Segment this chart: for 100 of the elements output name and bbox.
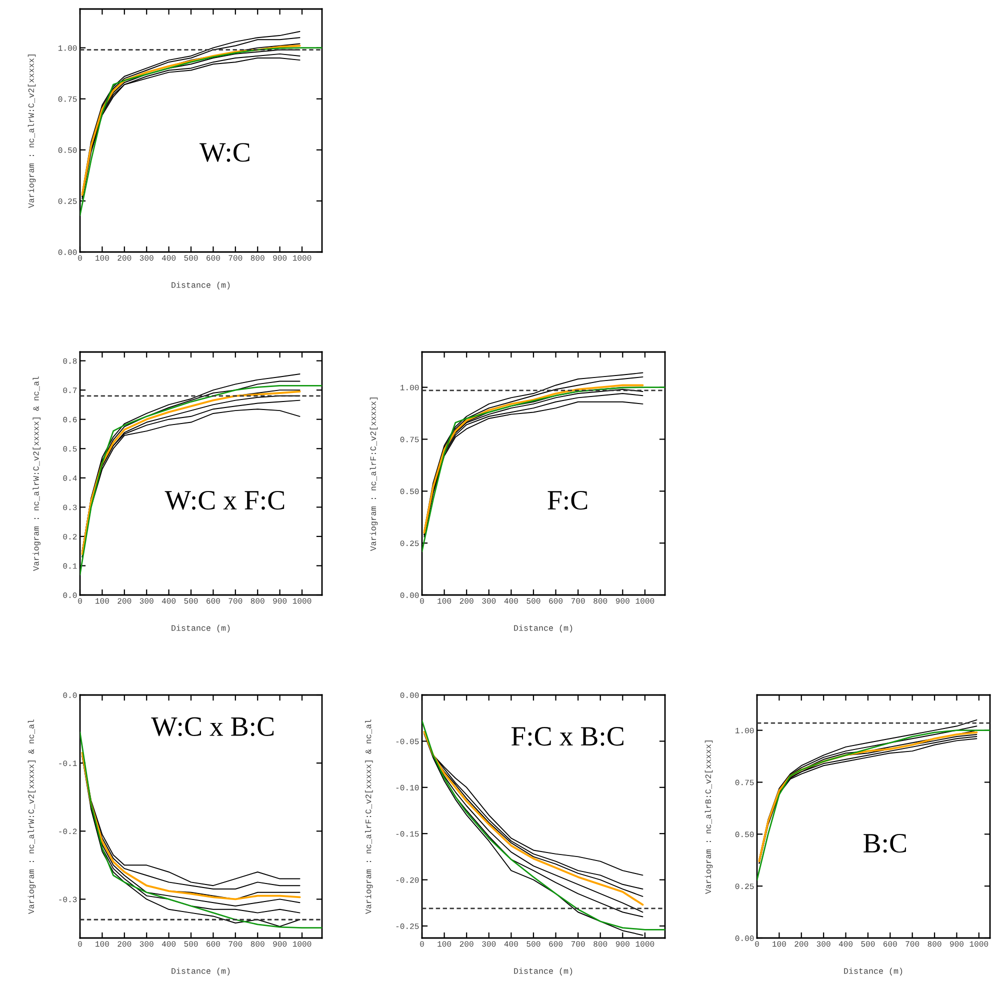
x-axis-title: Distance (m)	[514, 968, 572, 976]
x-tick-label: 600	[883, 941, 897, 947]
x-tick-label: 700	[906, 941, 920, 947]
x-tick-label: 100	[772, 941, 786, 947]
x-tick-label: 200	[460, 941, 474, 947]
x-tick-label: 400	[162, 941, 176, 947]
x-tick-label: 300	[482, 941, 496, 947]
annotation: F:C	[548, 490, 588, 510]
x-tick-label: 500	[526, 941, 540, 947]
y-tick-label: 0.75	[58, 96, 77, 102]
annotation: W:C x B:C	[151, 717, 274, 736]
y-tick-label: 1.00	[735, 728, 754, 734]
x-tick-label: 200	[794, 941, 808, 947]
y-tick-label: 1.00	[400, 384, 419, 390]
x-tick-label: 600	[549, 598, 563, 604]
x-tick-label: 300	[140, 598, 154, 604]
x-tick-label: 800	[928, 941, 942, 947]
y-tick-label: 0.6	[63, 416, 77, 422]
y-tick-label: 0.50	[735, 832, 754, 838]
x-axis-title: Distance (m)	[172, 624, 230, 632]
y-tick-label: 0.7	[63, 388, 77, 394]
x-tick-label: 500	[184, 255, 198, 261]
y-tick-label: 0.00	[58, 250, 77, 255]
x-tick-label: 300	[140, 255, 154, 261]
x-tick-label: 900	[273, 598, 287, 604]
x-tick-label: 700	[571, 598, 585, 604]
y-axis-title: Variogram : nc_alrW:C_v2[xxxxx] & nc_al	[28, 719, 36, 914]
x-tick-label: 900	[616, 598, 630, 604]
y-axis-title: Variogram : nc_alrF:C_v2[xxxxx] & nc_al	[365, 719, 373, 914]
y-axis-title: Variogram : nc_alrF:C_v2[xxxxx]	[370, 398, 378, 551]
annotation: W:C x F:C	[164, 490, 284, 510]
x-tick-label: 400	[162, 598, 176, 604]
x-tick-label: 800	[594, 598, 608, 604]
y-tick-label: 0.3	[63, 504, 77, 510]
annotation: B:C	[864, 834, 906, 853]
x-axis-title: Distance (m)	[514, 624, 572, 632]
y-tick-label: 0.00	[400, 592, 419, 598]
y-tick-label: 0.0	[63, 592, 77, 598]
x-tick-label: 0	[78, 598, 82, 604]
x-tick-label: 800	[250, 255, 264, 261]
x-tick-label: 100	[96, 598, 109, 604]
x-tick-label: 100	[438, 941, 452, 947]
x-tick-label: 800	[250, 941, 264, 947]
x-tick-label: 800	[594, 941, 608, 947]
y-tick-label: 0.25	[400, 540, 419, 546]
x-tick-label: 0	[755, 941, 759, 947]
x-tick-label: 200	[118, 941, 132, 947]
x-tick-label: 500	[184, 598, 198, 604]
y-tick-label: -0.15	[396, 831, 419, 837]
y-tick-label: 0.1	[63, 563, 77, 569]
y-tick-label: -0.3	[59, 896, 77, 902]
y-tick-label: 0.50	[58, 147, 77, 153]
x-tick-label: 300	[140, 941, 154, 947]
x-tick-label: 100	[96, 255, 109, 261]
x-tick-label: 800	[250, 598, 264, 604]
x-axis-title: Distance (m)	[172, 282, 230, 290]
x-tick-label: 600	[206, 941, 220, 947]
x-tick-label: 900	[273, 255, 287, 261]
x-tick-label: 900	[273, 941, 287, 947]
x-tick-label: 400	[504, 941, 518, 947]
y-axis-title: Variogram : nc_alrB:C_v2[xxxxx]	[704, 740, 713, 894]
x-tick-label: 0	[78, 255, 82, 261]
y-axis-title: Variogram : nc_alrW:C_v2[xxxxx] & nc_al	[32, 376, 40, 571]
x-tick-label: 500	[861, 941, 875, 947]
y-tick-label: 0.75	[400, 436, 419, 442]
y-tick-label: 0.25	[58, 198, 77, 204]
x-tick-label: 0	[420, 598, 424, 604]
x-tick-label: 600	[206, 598, 220, 604]
x-tick-label: 1000	[292, 598, 312, 604]
x-tick-label: 200	[118, 255, 132, 261]
y-tick-label: 0.75	[735, 780, 754, 786]
x-tick-label: 300	[482, 598, 496, 604]
x-tick-label: 900	[950, 941, 964, 947]
x-tick-label: 300	[816, 941, 830, 947]
x-tick-label: 100	[438, 598, 452, 604]
y-tick-label: -0.10	[396, 784, 419, 790]
y-tick-label: -0.1	[59, 760, 77, 766]
x-axis-title: Distance (m)	[844, 968, 902, 976]
y-tick-label: 0.2	[63, 534, 77, 540]
x-tick-label: 700	[228, 255, 242, 261]
x-tick-label: 0	[78, 941, 82, 947]
x-tick-label: 200	[118, 598, 132, 604]
y-tick-label: -0.20	[396, 877, 419, 883]
x-axis-title: Distance (m)	[172, 968, 230, 976]
x-tick-label: 600	[549, 941, 563, 947]
y-tick-label: 1.00	[58, 45, 77, 51]
x-tick-label: 100	[96, 941, 109, 947]
x-tick-label: 1000	[636, 941, 654, 947]
x-tick-label: 700	[571, 941, 585, 947]
x-tick-label: 400	[162, 255, 176, 261]
x-tick-label: 1000	[292, 255, 312, 261]
y-tick-label: 0.00	[735, 936, 754, 941]
y-tick-label: -0.05	[396, 738, 419, 744]
y-tick-label: 0.50	[400, 488, 419, 494]
annotation: W:C	[200, 143, 250, 162]
x-tick-label: 1000	[970, 941, 988, 947]
x-tick-label: 700	[228, 941, 242, 947]
y-tick-label: 0.4	[63, 475, 77, 481]
x-tick-label: 600	[206, 255, 220, 261]
x-tick-label: 200	[460, 598, 474, 604]
